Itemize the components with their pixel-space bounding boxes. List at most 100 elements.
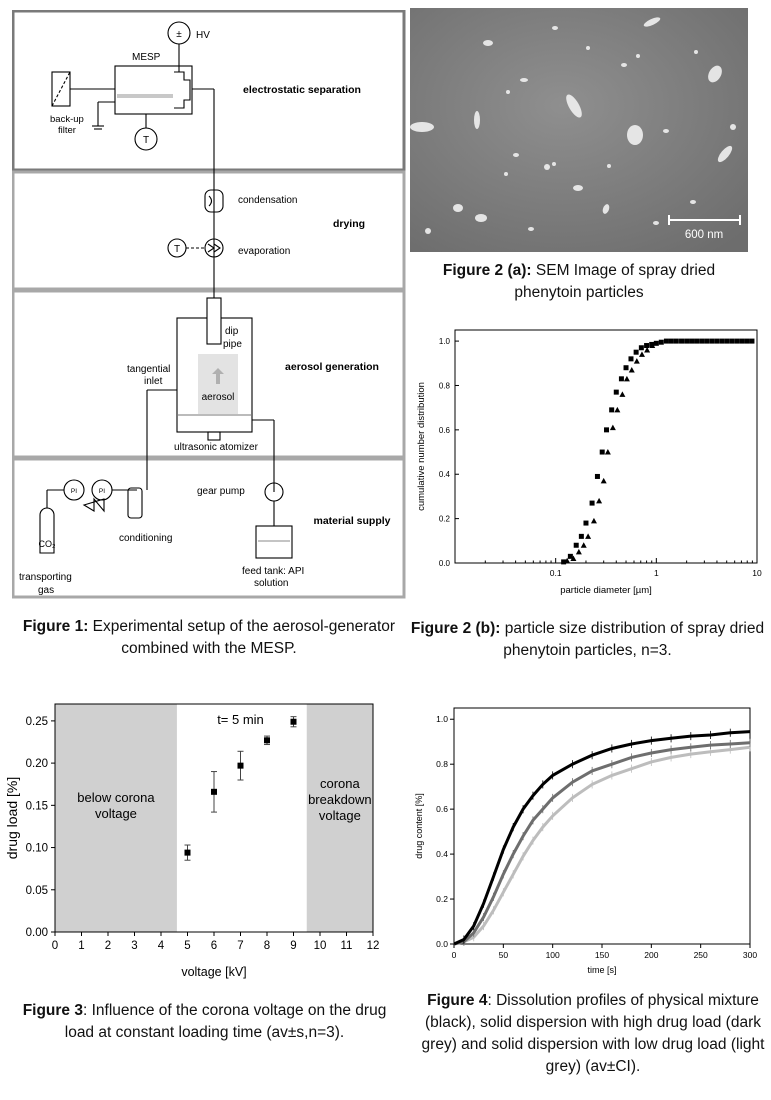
data-point-square (583, 520, 589, 526)
figure1-caption: Figure 1: Experimental setup of the aero… (12, 616, 406, 660)
data-point-triangle (623, 375, 630, 382)
gear-pump-label: gear pump (197, 486, 245, 497)
atomizer-label: ultrasonic atomizer (174, 442, 259, 453)
inlet-label-2: inlet (144, 376, 163, 387)
x-axis-label: voltage [kV] (181, 965, 246, 979)
data-point-square (573, 542, 579, 548)
data-point-square (638, 345, 644, 351)
y-tick-label: 0.15 (26, 800, 48, 812)
conditioning-flask-icon (127, 487, 143, 519)
data-point-square (679, 338, 685, 344)
y-tick-label: 0.20 (26, 758, 48, 770)
time-annotation: t= 5 min (217, 712, 264, 727)
data-point-triangle (628, 366, 635, 373)
data-point-square (719, 338, 725, 344)
figure1-caption-text: Experimental setup of the aerosol-genera… (88, 618, 396, 657)
data-point-square (604, 427, 610, 433)
figure3-caption-text: : Influence of the corona voltage on the… (64, 1002, 387, 1041)
co2-cylinder-icon (39, 507, 55, 554)
pi-label-2: PI (99, 488, 105, 495)
y-tick-label: 0.00 (26, 927, 48, 939)
data-point-triangle (575, 548, 582, 555)
x-tick-label: 9 (290, 940, 296, 952)
region-label: breakdown (308, 792, 372, 807)
data-point-triangle (604, 449, 611, 455)
figure3-caption: Figure 3: Influence of the corona voltag… (12, 1000, 397, 1044)
x-tick-label: 6 (211, 940, 217, 952)
voltage-region (55, 704, 177, 932)
mesp-label: MESP (132, 52, 161, 63)
figure3-caption-label: Figure 3 (22, 1002, 83, 1019)
y-tick-label: 0.6 (436, 804, 448, 814)
data-point-square (734, 338, 740, 344)
transport-gas-label-2: gas (38, 585, 54, 596)
data-point-square (578, 533, 584, 539)
x-tick-label: 50 (499, 950, 509, 960)
y-tick-label: 0.8 (436, 759, 448, 769)
data-point-triangle (619, 391, 626, 397)
figure1-schematic: electrostatic separation drying aerosol … (12, 10, 406, 599)
data-point-triangle (570, 555, 577, 562)
x-tick-label: 0.1 (550, 568, 562, 578)
dip-pipe-label-1: dip (225, 326, 239, 337)
x-tick-label: 3 (131, 940, 137, 952)
data-point-square (739, 338, 745, 344)
data-point-square (613, 389, 619, 395)
condenser-icon (204, 189, 224, 213)
svg-text:±: ± (176, 29, 182, 40)
y-tick-label: 1.0 (436, 714, 448, 724)
data-point-square (694, 338, 700, 344)
y-tick-label: 0.25 (26, 716, 48, 728)
x-tick-label: 4 (158, 940, 165, 952)
x-tick-label: 100 (546, 950, 560, 960)
x-tick-label: 8 (264, 940, 270, 952)
data-point (184, 849, 191, 856)
plot-frame (453, 707, 751, 945)
ultrasonic-atomizer-icon (207, 431, 221, 441)
y-tick-label: 0.4 (436, 849, 448, 859)
pi-label-1: PI (71, 488, 77, 495)
figure4-caption-text: : Dissolution profiles of physical mixtu… (421, 992, 765, 1075)
data-point-square (658, 339, 664, 345)
x-tick-label: 0 (452, 950, 457, 960)
y-tick-label: 0.10 (26, 843, 48, 855)
x-tick-label: 12 (367, 940, 380, 952)
temp-label-1: T (143, 135, 149, 146)
y-tick-label: 0.6 (439, 426, 451, 435)
backup-filter-label-2: filter (58, 125, 76, 136)
x-tick-label: 1 (654, 568, 659, 578)
y-tick-label: 0.0 (436, 939, 448, 949)
data-point-square (589, 500, 595, 506)
evaporator-icon (204, 238, 224, 258)
data-point-square (684, 338, 690, 344)
aerosol-label: aerosol (202, 392, 235, 403)
figure4-caption: Figure 4: Dissolution profiles of physic… (418, 990, 768, 1078)
figure1-caption-label: Figure 1: (22, 618, 89, 635)
y-tick-label: 0.4 (439, 470, 451, 479)
y-tick-label: 0.05 (26, 885, 48, 897)
y-tick-label: 0.8 (439, 381, 451, 390)
x-tick-label: 7 (237, 940, 243, 952)
temperature-sensor-icon (134, 127, 158, 151)
data-point-triangle (644, 346, 651, 353)
data-point-triangle (600, 477, 607, 484)
data-point-triangle (590, 517, 597, 524)
stage-frame-supply (12, 457, 406, 599)
conditioning-label: conditioning (119, 533, 172, 544)
data-point-square (699, 338, 705, 344)
dissolution-curve (453, 741, 751, 946)
figure2b-caption-label: Figure 2 (b): (410, 620, 501, 637)
data-point-triangle (649, 342, 656, 349)
dissolution-curve (453, 730, 751, 946)
x-tick-label: 2 (105, 940, 111, 952)
figure2a-sem-image: 600 nm (410, 8, 748, 252)
figure2a-caption: Figure 2 (a): SEM Image of spray dried p… (410, 260, 748, 304)
evaporation-label: evaporation (238, 246, 290, 257)
data-point-square (709, 338, 715, 344)
figure2b-chart: 0.0 0.2 0.4 0.6 0.8 1.0 0.1 1 10 particle diamete… (416, 329, 762, 596)
figure2a-caption-label: Figure 2 (a): (442, 262, 532, 279)
stage-label-supply: material supply (313, 515, 390, 527)
data-point-square (594, 473, 600, 479)
condensation-label: condensation (238, 195, 298, 206)
data-point-square (567, 553, 573, 559)
